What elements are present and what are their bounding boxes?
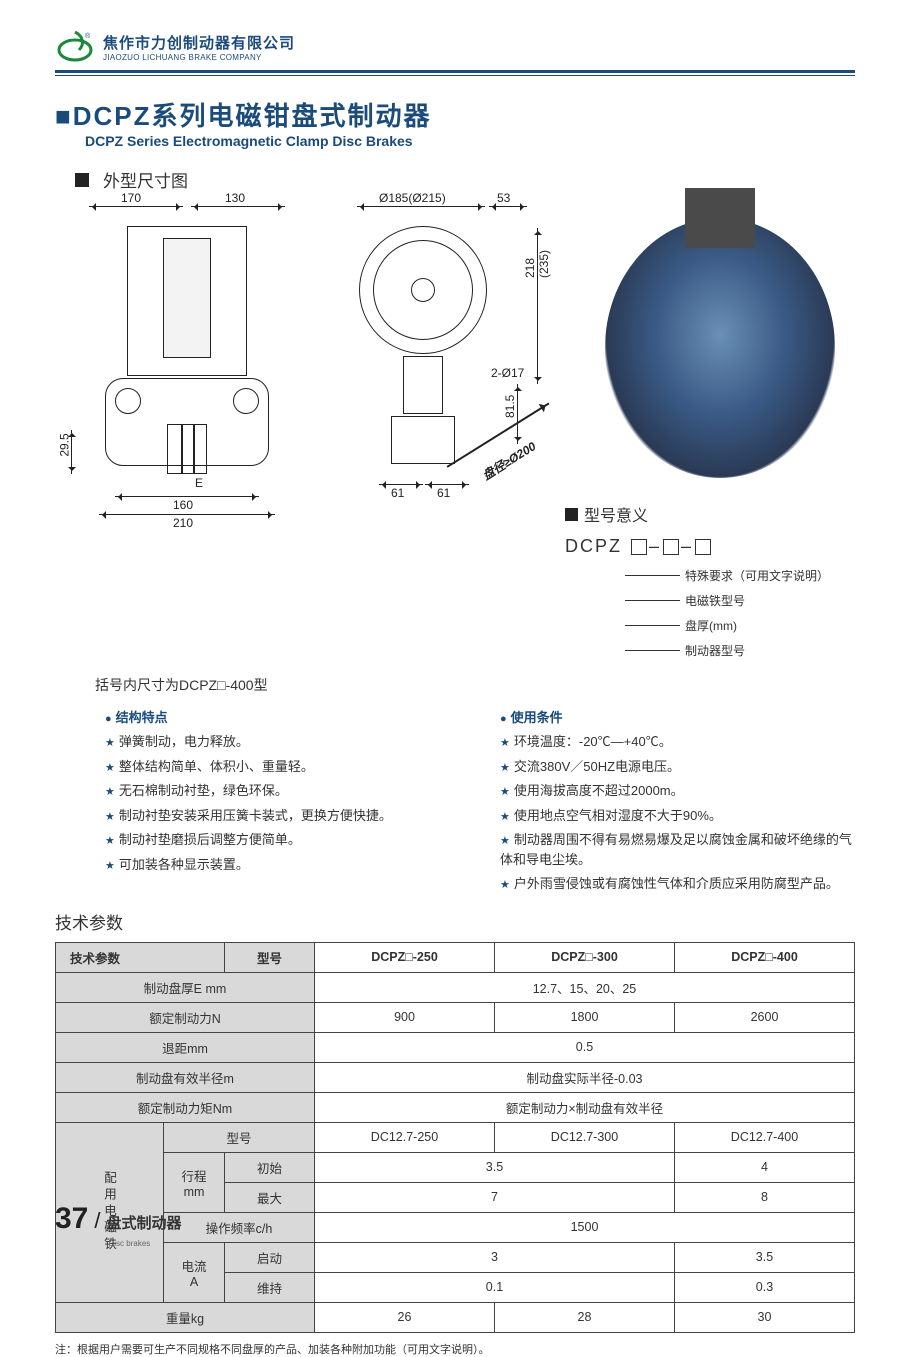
header-divider-thin xyxy=(55,75,855,76)
product-photo xyxy=(585,198,855,498)
params-title: 技术参数 xyxy=(55,909,855,934)
title-cn: ■DCPZ系列电磁钳盘式制动器 xyxy=(55,96,855,133)
model-code: DCPZ –– xyxy=(565,536,855,557)
page-number: 37 xyxy=(55,1202,88,1236)
drawings-row: 170 130 29.5 E 160 210 Ø185(Ø215) 53 2-Ø… xyxy=(55,198,855,667)
title-en: DCPZ Series Electromagnetic Clamp Disc B… xyxy=(85,133,855,149)
page-footer: 37 / 盘式制动器 Disc brakes xyxy=(55,1202,182,1251)
svg-text:®: ® xyxy=(85,32,91,40)
logo-icon: ® xyxy=(55,30,95,64)
company-header: ® 焦作市力创制动器有限公司 JIAOZUO LICHUANG BRAKE CO… xyxy=(55,30,855,64)
header-divider xyxy=(55,70,855,73)
spec-table: 技术参数 型号 DCPZ□-250 DCPZ□-300 DCPZ□-400 制动… xyxy=(55,942,855,1333)
square-bullet-icon xyxy=(75,173,89,187)
company-name-cn: 焦作市力创制动器有限公司 xyxy=(103,32,295,53)
features-conditions: 使用条件 环境温度：-20℃—+40℃。 交流380V／50HZ电源电压。 使用… xyxy=(500,707,855,899)
table-footnote: 注：根据用户需要可生产不同规格不同盘厚的产品、加装各种附加功能（可用文字说明）。 xyxy=(55,1341,855,1357)
side-view-drawing: Ø185(Ø215) 53 2-Ø17 218 (235) 81.5 61 61… xyxy=(339,198,549,528)
square-bullet-icon xyxy=(565,508,578,521)
front-view-drawing: 170 130 29.5 E 160 210 xyxy=(55,198,325,528)
model-meaning-block: 型号意义 DCPZ –– 特殊要求（可用文字说明） 电磁铁型号 盘厚(mm) 制… xyxy=(565,502,855,667)
features-structure: 结构特点 弹簧制动，电力释放。 整体结构简单、体积小、重量轻。 无石棉制动衬垫，… xyxy=(105,707,460,899)
company-name-en: JIAOZUO LICHUANG BRAKE COMPANY xyxy=(103,53,295,62)
model-legend: 特殊要求（可用文字说明） 电磁铁型号 盘厚(mm) 制动器型号 xyxy=(565,567,855,659)
drawing-note: 括号内尺寸为DCPZ□-400型 xyxy=(95,675,855,695)
feature-columns: 结构特点 弹簧制动，电力释放。 整体结构简单、体积小、重量轻。 无石棉制动衬垫，… xyxy=(105,707,855,899)
title-block: ■DCPZ系列电磁钳盘式制动器 DCPZ Series Electromagne… xyxy=(55,96,855,149)
